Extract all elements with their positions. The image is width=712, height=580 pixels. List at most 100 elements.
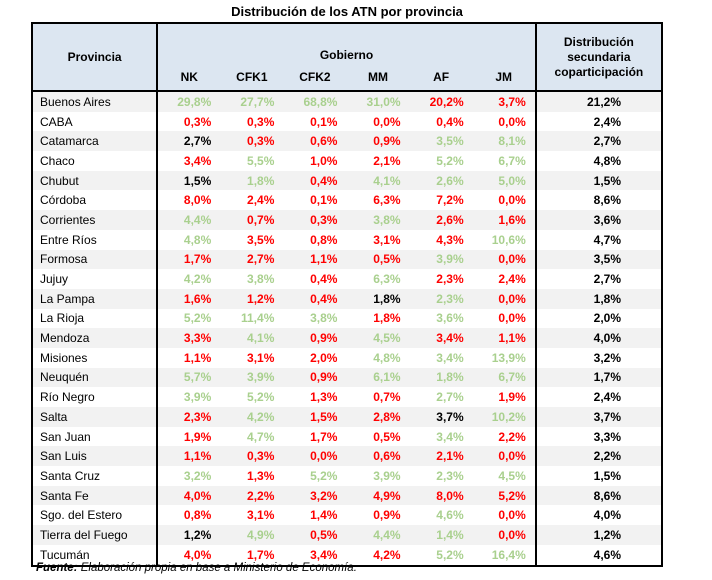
gov-period-value-cell: 0,3% — [247, 134, 275, 149]
secondary-distribution-value-cell: 3,6% — [534, 210, 662, 230]
gov-period-value-cell: 2,2% — [498, 429, 526, 444]
gov-period-value-cell: 2,7% — [247, 252, 275, 267]
distribution-table: Provincia Gobierno Distribución secundar… — [31, 22, 663, 567]
page-title: Distribución de los ATN por provincia — [231, 4, 463, 19]
gov-period-value-cell: 1,8% — [373, 291, 401, 306]
secondary-distribution-value-cell: 3,2% — [534, 347, 662, 368]
gov-period-value-cell: 11,4% — [241, 311, 275, 326]
column-header-provincia: Provincia — [32, 23, 159, 92]
province-name: Sgo. del Estero — [32, 505, 159, 526]
source-note-text: Elaboración propia en base a Ministerio … — [77, 562, 357, 574]
gov-period-value-cell: 0,4% — [310, 272, 338, 287]
province-name: Neuquén — [32, 367, 159, 388]
column-header-mm: MM — [346, 64, 410, 92]
gov-period-value-cell: 0,4% — [310, 173, 338, 188]
gov-period-value-cell: 0,5% — [373, 252, 401, 267]
gov-period-value-cell: 3,8% — [310, 311, 338, 326]
gov-period-value-cell: 1,7% — [247, 547, 275, 562]
secondary-distribution-value-cell: 2,2% — [534, 446, 662, 467]
gov-period-value-cell: 6,7% — [498, 153, 526, 168]
table-body: Buenos Aires 29,8% 27,7% 68,8% 31,0% 20,2% 3,7… — [32, 91, 662, 566]
table-row: Chaco 3,4% 5,5% 1,0% 2,1% 5,2% 6,7% 4,8% — [32, 151, 662, 171]
province-name: Chaco — [32, 151, 159, 171]
gov-period-value-cell: 0,5% — [310, 527, 338, 542]
secondary-distribution-value-cell: 8,6% — [534, 190, 662, 211]
gov-period-value-cell: 1,2% — [247, 291, 275, 306]
gov-period-value-cell: 1,3% — [247, 468, 275, 483]
gov-period-value-cell: 3,1% — [373, 232, 401, 247]
gov-period-value-cell: 3,4% — [310, 547, 338, 562]
gov-period-value-cell: 68,8% — [303, 94, 338, 109]
table-row: Salta 2,3% 4,2% 1,5% 2,8% 3,7% 10,2% 3,7% — [32, 407, 662, 427]
table-row: Jujuy 4,2% 3,8% 0,4% 6,3% 2,3% 2,4% 2,7% — [32, 269, 662, 289]
gov-period-value-cell: 20,2% — [429, 94, 464, 109]
province-name: CABA — [32, 111, 159, 132]
gov-period-value-cell: 2,3% — [436, 272, 464, 287]
gov-period-value-cell: 31,0% — [366, 94, 401, 109]
gov-period-value-cell: 3,6% — [436, 311, 464, 326]
gov-period-value-cell: 1,1% — [183, 350, 212, 365]
table-row: San Luis 1,1% 0,3% 0,0% 0,6% 2,1% 0,0% 2,2% — [32, 446, 662, 467]
province-name: Misiones — [32, 347, 159, 368]
gov-period-value-cell: 3,4% — [436, 331, 464, 346]
gov-period-value-cell: 8,0% — [183, 193, 212, 208]
secondary-distribution-value-cell: 2,4% — [534, 111, 662, 132]
gov-period-value-cell: 6,3% — [373, 272, 401, 287]
gov-period-value-cell: 1,1% — [310, 252, 338, 267]
province-name: Tucumán — [32, 544, 159, 566]
gov-period-value-cell: 1,1% — [183, 449, 212, 464]
gov-period-value-cell: 4,7% — [247, 429, 275, 444]
secondary-distribution-value-cell: 4,7% — [534, 229, 662, 250]
gov-period-value-cell: 1,0% — [310, 153, 338, 168]
secondary-distribution-value-cell: 4,6% — [534, 544, 662, 566]
gov-period-value-cell: 0,3% — [247, 449, 275, 464]
gov-period-value-cell: 3,5% — [436, 134, 464, 149]
gov-period-value-cell: 5,0% — [498, 173, 526, 188]
source-note-label: Fuente: — [36, 562, 78, 574]
gov-period-value-cell: 4,9% — [247, 527, 275, 542]
table-row: Mendoza 3,3% 4,1% 0,9% 4,5% 3,4% 1,1% 4,0% — [32, 328, 662, 348]
gov-period-value-cell: 4,8% — [373, 350, 401, 365]
secondary-distribution-value-cell: 2,0% — [534, 308, 662, 329]
gov-period-value-cell: 5,7% — [183, 370, 212, 385]
column-header-nk: NK — [157, 64, 221, 92]
gov-period-value-cell: 3,9% — [436, 252, 464, 267]
gov-period-value-cell: 3,4% — [436, 429, 464, 444]
gov-period-value-cell: 3,7% — [436, 409, 464, 424]
gov-period-value-cell: 5,2% — [498, 488, 526, 503]
province-name: Córdoba — [32, 190, 159, 211]
table-row: Buenos Aires 29,8% 27,7% 68,8% 31,0% 20,2% 3,7… — [32, 91, 662, 112]
gov-period-value-cell: 0,3% — [310, 212, 338, 227]
gov-period-value-cell: 1,8% — [247, 173, 275, 188]
secondary-distribution-value-cell: 21,2% — [534, 91, 662, 112]
table-row: Córdoba 8,0% 2,4% 0,1% 6,3% 7,2% 0,0% 8,6% — [32, 190, 662, 211]
gov-period-value-cell: 1,2% — [183, 527, 212, 542]
gov-period-value-cell: 4,6% — [436, 508, 464, 523]
province-name: Corrientes — [32, 210, 159, 230]
gov-period-value-cell: 16,4% — [491, 547, 526, 562]
table-row: Chubut 1,5% 1,8% 0,4% 4,1% 2,6% 5,0% 1,5% — [32, 170, 662, 191]
gov-period-value-cell: 4,3% — [436, 232, 464, 247]
gov-period-value-cell: 3,2% — [183, 468, 212, 483]
gov-period-value-cell: 0,0% — [498, 114, 526, 129]
gov-period-value-cell: 3,5% — [247, 232, 275, 247]
secondary-distribution-value-cell: 2,4% — [534, 387, 662, 407]
gov-period-value-cell: 2,2% — [247, 488, 275, 503]
gov-period-value-cell: 2,3% — [436, 468, 464, 483]
province-name: Catamarca — [32, 131, 159, 152]
secondary-distribution-value-cell: 3,5% — [534, 249, 662, 270]
gov-period-value-cell: 6,7% — [498, 370, 526, 385]
gov-period-value-cell: 3,4% — [183, 153, 212, 168]
gov-period-value-cell: 3,1% — [247, 350, 275, 365]
gov-period-value-cell: 6,3% — [373, 193, 401, 208]
column-header-cfk2: CFK2 — [283, 64, 347, 92]
table-row: La Rioja 5,2% 11,4% 3,8% 1,8% 3,6% 0,0% 2,0% — [32, 308, 662, 329]
gov-period-value-cell: 0,0% — [498, 527, 526, 542]
gov-period-value-cell: 4,2% — [373, 547, 401, 562]
source-note: Fuente: Elaboración propia en base a Min… — [36, 562, 357, 574]
gov-period-value-cell: 4,2% — [183, 272, 212, 287]
gov-period-value-cell: 3,9% — [247, 370, 275, 385]
gov-period-value-cell: 8,0% — [436, 488, 464, 503]
secondary-distribution-value-cell: 4,0% — [534, 328, 662, 348]
gov-period-value-cell: 27,7% — [240, 94, 275, 109]
